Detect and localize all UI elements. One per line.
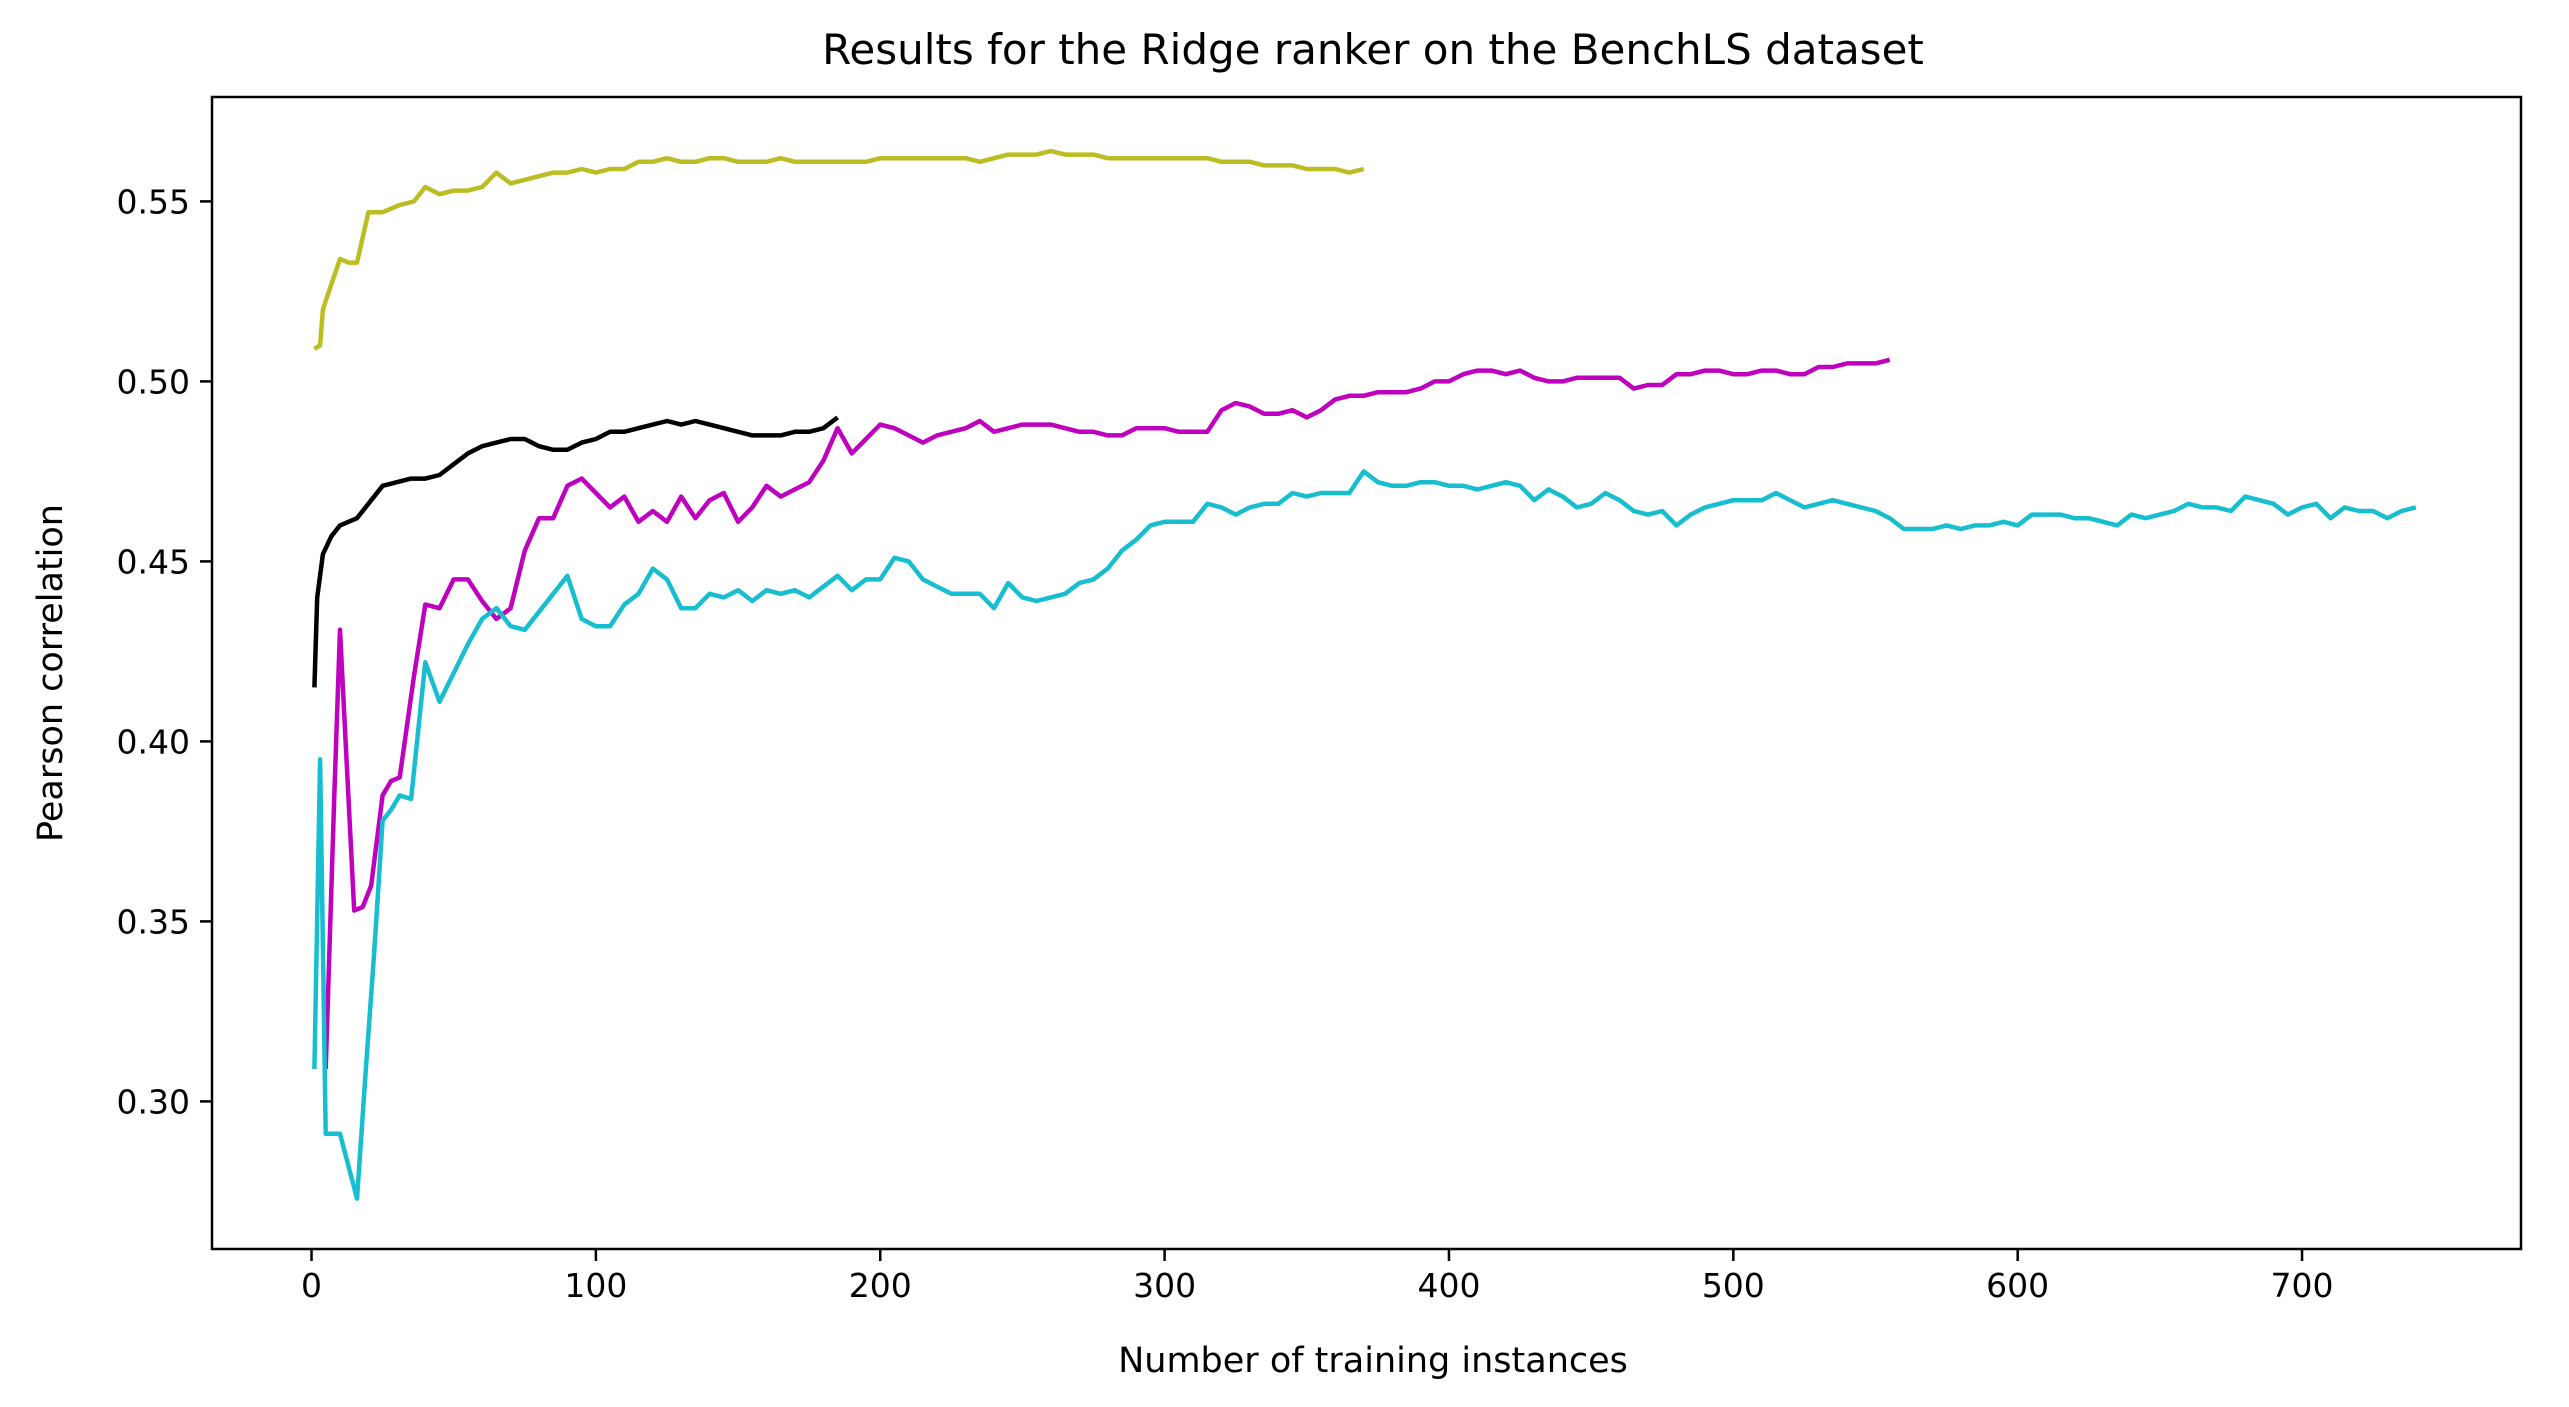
series-line-1 [313, 148, 1365, 351]
plot-frame [210, 95, 2523, 1251]
x-tick-label: 500 [1702, 1266, 1765, 1305]
chart-title: Results for the Ridge ranker on the Benc… [822, 25, 1924, 74]
x-tick-label: 400 [1417, 1266, 1480, 1305]
x-tick-label: 300 [1133, 1266, 1196, 1305]
x-tick-label: 600 [1986, 1266, 2049, 1305]
x-tick-label: 0 [301, 1266, 322, 1305]
series-line-2 [312, 415, 839, 688]
x-tick-label: 700 [2271, 1266, 2334, 1305]
x-axis-ticks: 0 100 200 300 400 500 600 700 [301, 1249, 2334, 1305]
y-tick-label: 0.35 [117, 902, 190, 941]
y-tick-label: 0.55 [117, 182, 190, 221]
y-tick-label: 0.50 [117, 362, 190, 401]
series-layer [312, 148, 2417, 1201]
y-tick-label: 0.30 [117, 1082, 190, 1121]
y-tick-label: 0.40 [117, 722, 190, 761]
x-tick-label: 200 [849, 1266, 912, 1305]
series-line-3 [323, 357, 1891, 1070]
y-axis-ticks: 0.30 0.35 0.40 0.45 0.50 0.55 [117, 182, 212, 1121]
series-line-4 [312, 469, 2417, 1201]
x-tick-label: 100 [564, 1266, 627, 1305]
y-axis-label: Pearson correlation [31, 504, 71, 842]
y-tick-label: 0.45 [117, 542, 190, 581]
x-axis-label: Number of training instances [1118, 1341, 1628, 1381]
